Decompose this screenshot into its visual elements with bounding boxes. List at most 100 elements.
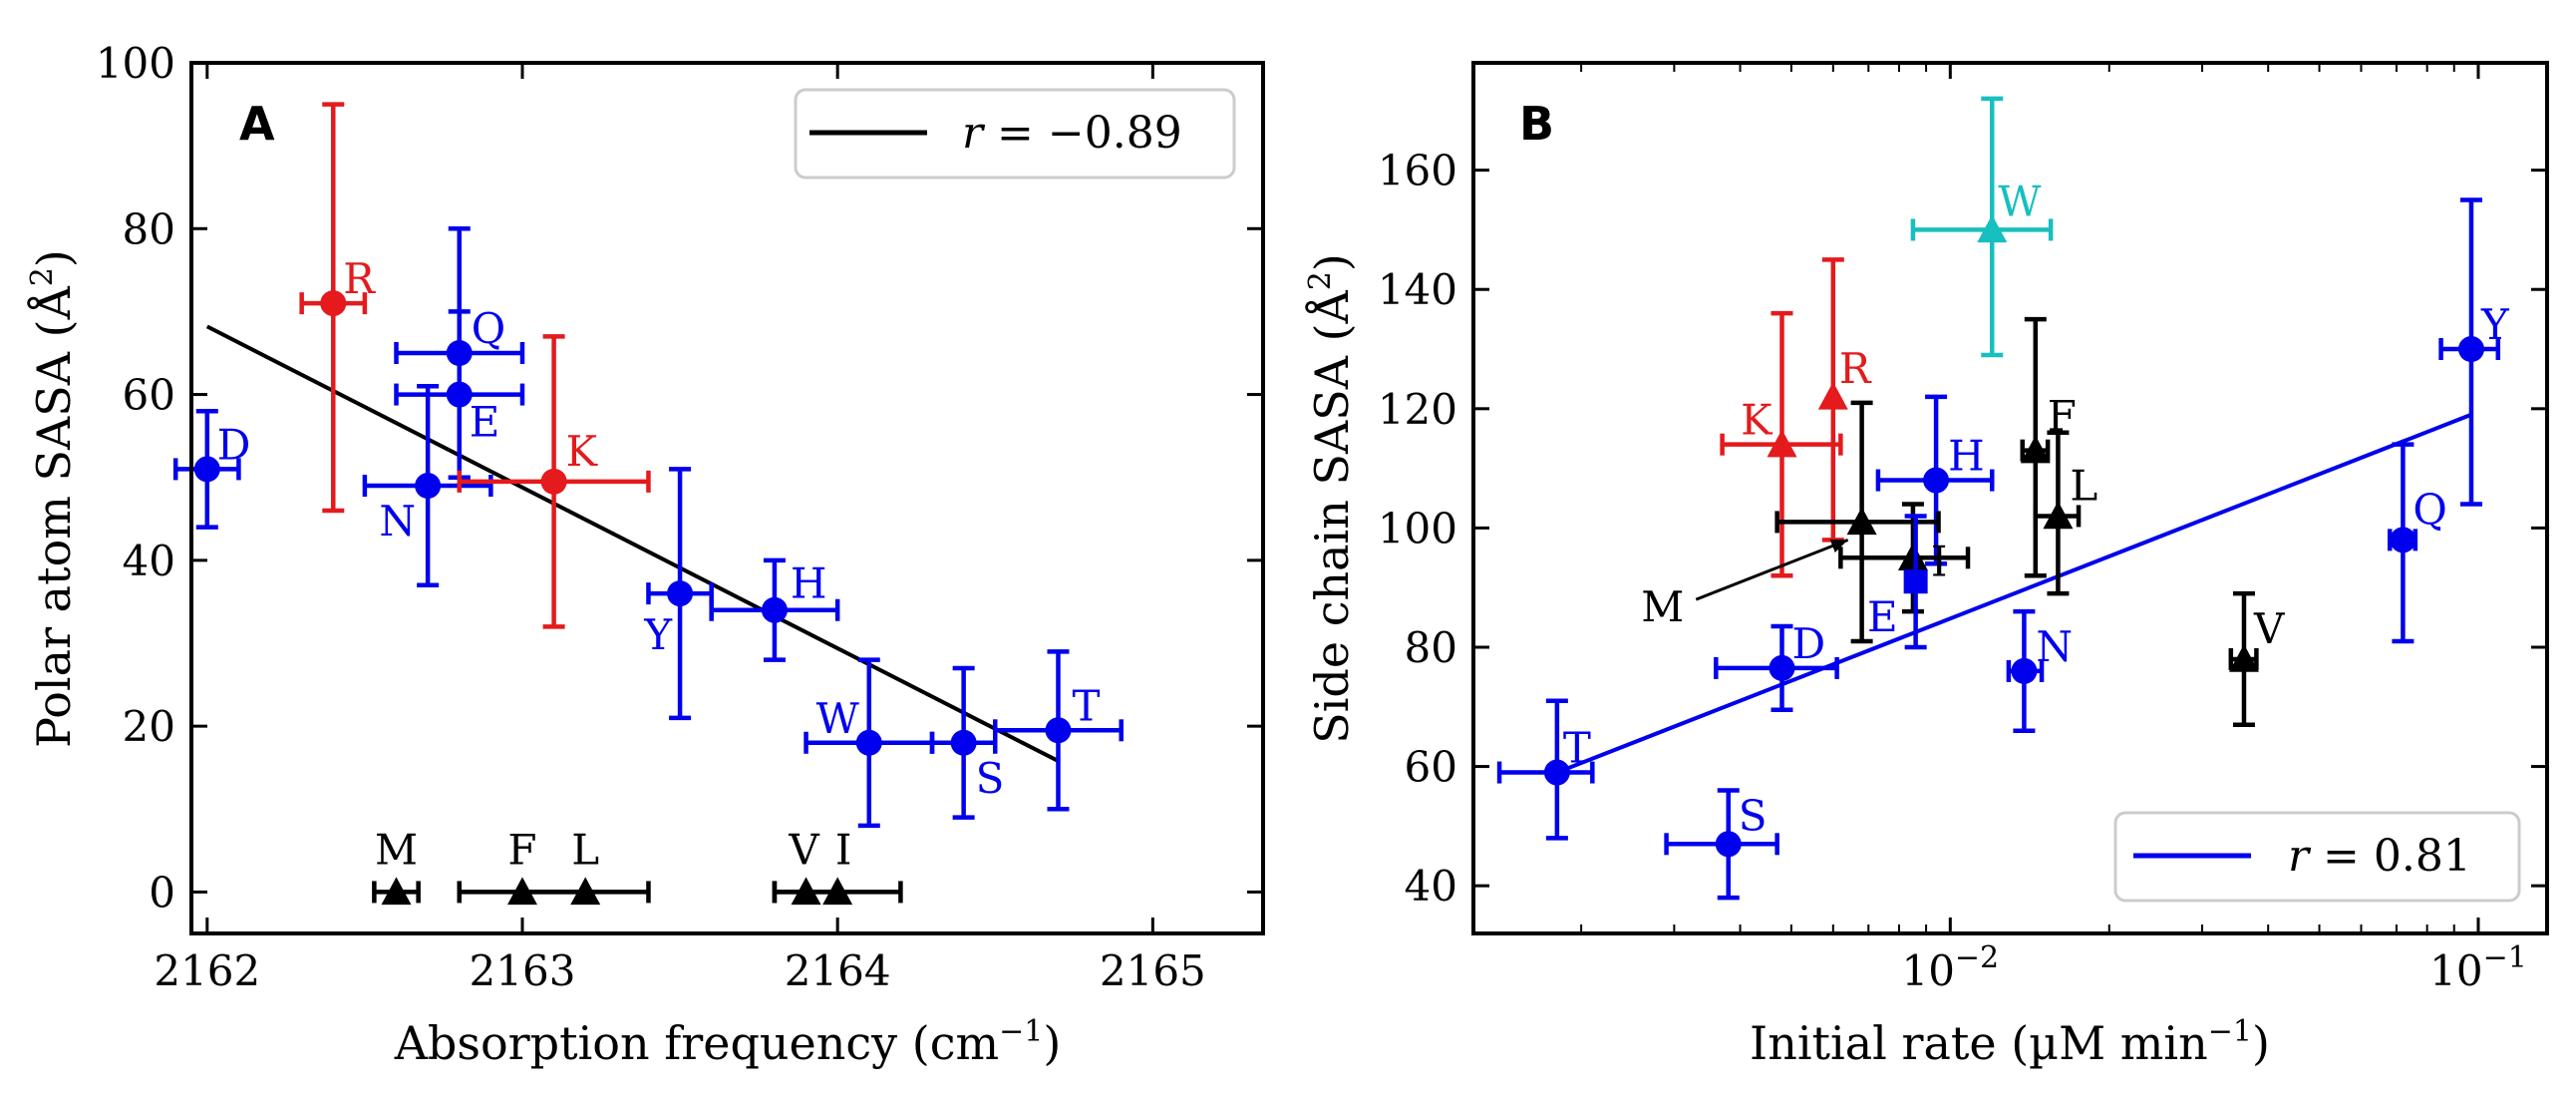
data-point-l: L <box>519 825 651 906</box>
data-point-y: Y <box>643 467 714 721</box>
point-label: Q <box>472 304 505 353</box>
data-point-q: Q <box>394 226 525 480</box>
data-point-f: F <box>2020 316 2077 578</box>
marker <box>2043 501 2074 530</box>
point-label: R <box>1839 344 1872 393</box>
y-tick-label: 60 <box>1405 743 1457 792</box>
panel-a-xlabel: Absorption frequency (cm−1) <box>394 1014 1062 1070</box>
data-point-r: R <box>1817 257 1872 543</box>
point-label: T <box>1072 681 1100 730</box>
y-tick-label: 140 <box>1378 265 1457 314</box>
x-tick-label: 2163 <box>470 946 576 995</box>
data-point-i: I <box>772 825 903 906</box>
panel-a-marks: R D QE N K Y H W S T M F L V I <box>172 102 1124 906</box>
marker <box>570 877 601 906</box>
marker <box>381 877 412 906</box>
point-label: Y <box>2480 300 2510 349</box>
data-point-t: T <box>1496 698 1595 841</box>
point-label: K <box>566 427 599 476</box>
point-label: W <box>1998 177 2042 225</box>
marker <box>2020 435 2051 464</box>
panel-b-ticks: 10−2 10−1 40 60 80 100 120 140 160 <box>1378 63 2547 995</box>
y-tick-label: 40 <box>123 537 175 585</box>
marker <box>1903 569 1928 594</box>
data-point-k: K <box>1720 310 1843 578</box>
marker <box>2228 643 2259 672</box>
point-label: S <box>976 754 1005 803</box>
marker <box>1045 717 1072 744</box>
marker <box>1543 759 1570 786</box>
marker <box>1715 831 1742 858</box>
data-point-w: W <box>1910 96 2054 358</box>
y-tick-label: 120 <box>1378 385 1457 434</box>
point-label: L <box>571 825 599 874</box>
point-label: Q <box>2413 485 2446 534</box>
marker <box>1769 654 1795 681</box>
annotation-label: M <box>1641 582 1684 631</box>
legend-label: r = 0.81 <box>2288 831 2471 882</box>
point-label: T <box>1563 724 1591 773</box>
marker <box>446 381 473 408</box>
panel-b-ylabel: Side chain SASA (Å2) <box>1303 253 1359 744</box>
marker <box>855 729 882 756</box>
panel-a-ticks: 2162 2163 2164 2165 0 20 40 60 80 100 <box>96 39 1263 995</box>
x-tick-label: 2164 <box>785 946 891 995</box>
marker <box>1923 467 1950 494</box>
point-label: M <box>375 825 418 874</box>
marker <box>320 290 347 317</box>
marker <box>1817 381 1848 410</box>
data-point-s: S <box>1664 788 1779 901</box>
marker <box>1767 429 1797 458</box>
data-point-t: T <box>993 649 1124 812</box>
y-tick-label: 100 <box>1378 504 1457 552</box>
point-label: N <box>2036 622 2073 671</box>
y-tick-label: 80 <box>1405 623 1457 672</box>
data-point-r: R <box>299 102 376 514</box>
data-point-q: Q <box>2388 442 2447 644</box>
y-tick-label: 0 <box>149 868 175 917</box>
data-point-w: W <box>804 657 935 829</box>
data-point-h: H <box>709 557 840 662</box>
marker <box>761 596 788 623</box>
x-tick-label: 2165 <box>1100 946 1206 995</box>
marker <box>1846 507 1877 536</box>
panel-b-xlabel: Initial rate (µM min−1) <box>1750 1014 2270 1070</box>
point-label: E <box>1867 592 1898 641</box>
point-label: L <box>2070 461 2097 510</box>
marker <box>415 473 442 500</box>
marker <box>1977 214 2008 243</box>
data-point-l: L <box>2033 430 2097 596</box>
point-label: I <box>1931 537 1948 585</box>
marker <box>540 468 567 495</box>
panel-a: R D QE N K Y H W S T M F L V I A 2162 2163 2164 2165 0 20 40… <box>25 39 1265 1070</box>
marker <box>2011 657 2038 684</box>
data-point-v: V <box>2228 590 2285 727</box>
y-tick-label: 100 <box>96 39 175 88</box>
point-label: Y <box>643 610 673 659</box>
y-tick-label: 160 <box>1378 147 1457 195</box>
marker <box>950 729 977 756</box>
point-label: N <box>379 497 416 546</box>
data-point-n: N <box>2006 608 2073 733</box>
marker <box>1897 543 1928 571</box>
point-label: I <box>835 825 852 874</box>
x-tick-label: 2162 <box>154 946 260 995</box>
data-point-d: D <box>1714 619 1839 713</box>
legend-box <box>794 88 1236 180</box>
panel-b-marks: W Y K R HFL IE Q V N D T S M <box>1496 96 2510 901</box>
annotation-arrowhead <box>1829 539 1848 552</box>
panel-b-frame <box>1471 61 2549 935</box>
point-label: K <box>1741 396 1773 445</box>
panel-a-ylabel: Polar atom SASA (Å2) <box>25 249 81 748</box>
y-tick-label: 80 <box>123 204 175 253</box>
fit-line <box>1556 412 2472 775</box>
point-label: F <box>507 825 536 874</box>
data-point-h: H <box>1875 394 1995 566</box>
panel-a-letter: A <box>239 97 275 151</box>
point-label: H <box>791 559 827 608</box>
point-label: S <box>1739 791 1768 840</box>
point-label: R <box>343 254 376 303</box>
data-point-d: D <box>172 408 250 530</box>
